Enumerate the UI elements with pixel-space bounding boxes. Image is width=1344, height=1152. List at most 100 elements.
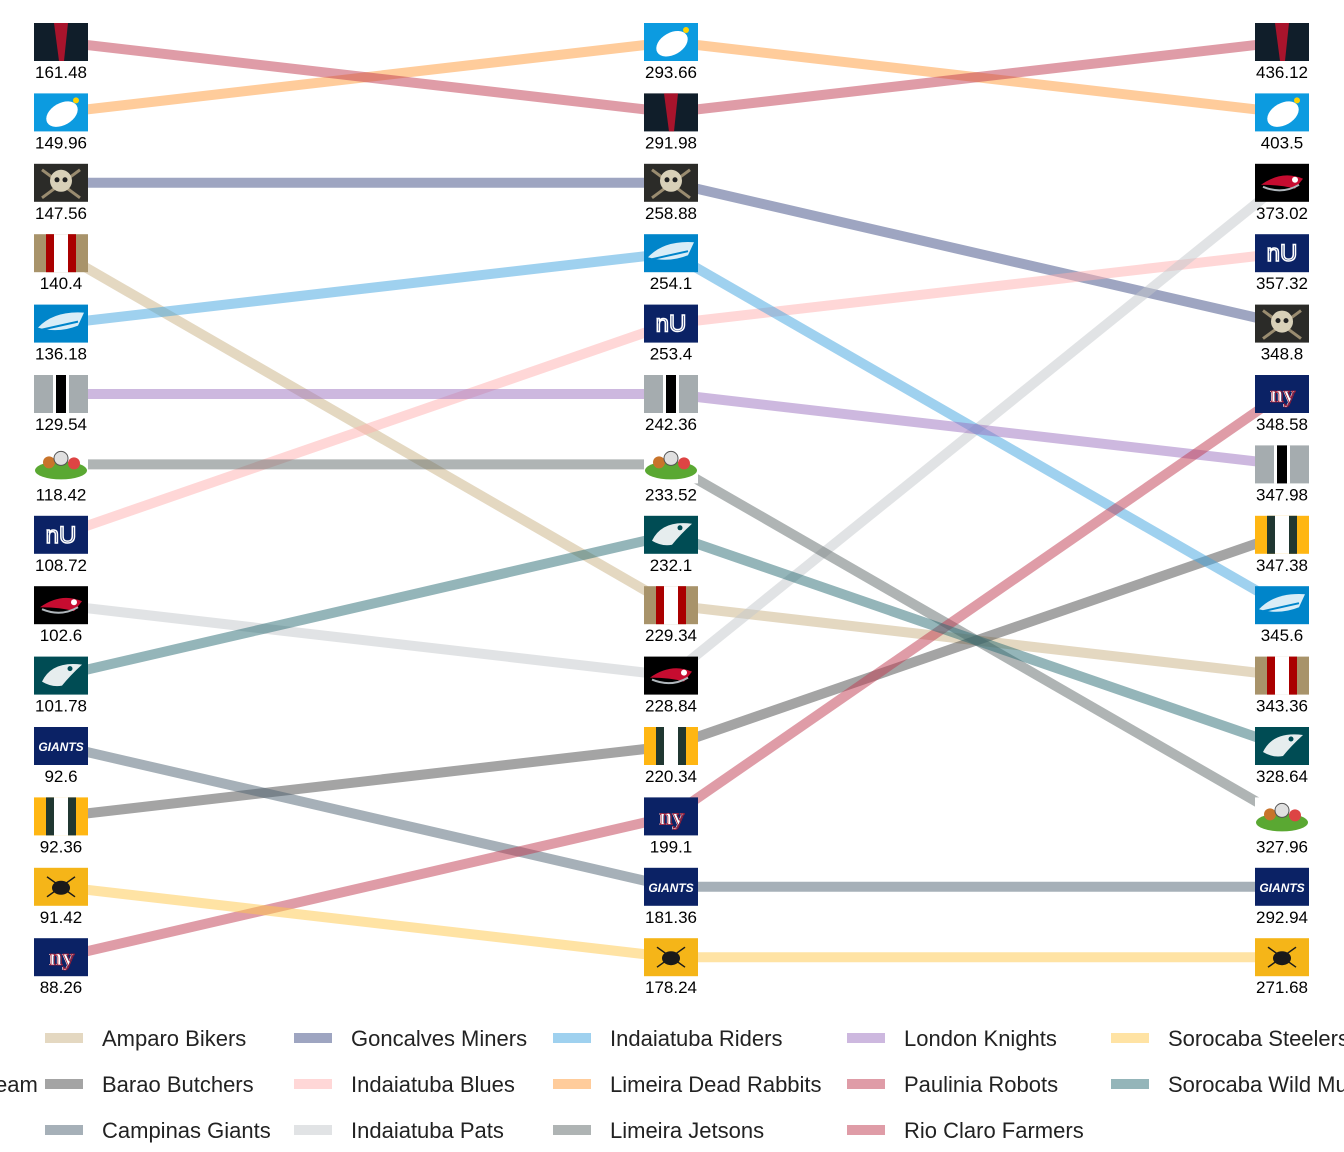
- patriots-logo-icon: [1255, 163, 1309, 202]
- value-label: 345.6: [1261, 626, 1304, 645]
- legend: Team Amparo Bikers Barao Butchers Campinas …: [0, 1026, 1344, 1143]
- series-line-indaiatuba-blues: [670, 248, 1283, 329]
- value-label: 149.96: [35, 133, 87, 152]
- legend-label: Barao Butchers: [102, 1072, 254, 1097]
- green-yellow-stripes-helmet-icon: [1255, 515, 1309, 554]
- white-rabbit-logo-icon: [1255, 93, 1309, 132]
- jetsons-cartoon-logo-icon: [644, 445, 698, 484]
- svg-text:ny: ny: [658, 804, 683, 830]
- value-label: 232.1: [650, 556, 693, 575]
- value-label: 220.34: [645, 767, 697, 786]
- dark-red-triangle-logo-icon: [1255, 23, 1309, 61]
- value-label: 92.36: [40, 837, 83, 856]
- legend-label: Indaiatuba Pats: [351, 1118, 504, 1143]
- legend-item-amparo-bikers: Amparo Bikers: [45, 1026, 246, 1051]
- value-label: 292.94: [1256, 908, 1308, 927]
- silver-black-stripe-helmet-icon: [644, 375, 698, 413]
- eagle-logo-icon: [644, 515, 698, 554]
- legend-label: Indaiatuba Blues: [351, 1072, 515, 1097]
- value-label: 271.68: [1256, 978, 1308, 997]
- series-line-sorocaba-steelers: [60, 881, 672, 963]
- jetsons-cartoon-logo-icon: [1255, 797, 1309, 836]
- nyg-retro-logo-icon: nU: [644, 304, 698, 343]
- gold-red-stripes-helmet-icon: [1255, 656, 1309, 695]
- svg-text:GIANTS: GIANTS: [38, 740, 83, 754]
- series-line-campinas-giants: [59, 741, 673, 892]
- yellow-beetle-logo-icon: [644, 938, 698, 977]
- svg-text:nU: nU: [1267, 240, 1298, 267]
- value-label: 347.98: [1256, 485, 1308, 504]
- svg-text:GIANTS: GIANTS: [648, 881, 693, 895]
- series-line-indaiatuba-blues: [59, 318, 673, 540]
- giants-script-logo-icon: GIANTS: [1255, 867, 1309, 906]
- legend-label: Limeira Dead Rabbits: [610, 1072, 822, 1097]
- series-line-indaiatuba-riders: [60, 248, 672, 329]
- value-label: 91.42: [40, 908, 83, 927]
- legend-label: Amparo Bikers: [102, 1026, 246, 1051]
- giants-script-logo-icon: GIANTS: [34, 727, 88, 765]
- green-yellow-stripes-helmet-icon: [34, 797, 88, 836]
- value-label: 233.52: [645, 485, 697, 504]
- gold-red-stripes-helmet-icon: [644, 586, 698, 625]
- series-line-rio-claro-farmers: [670, 37, 1283, 118]
- value-label: 229.34: [645, 626, 697, 645]
- legend-item-limeira-jetsons: Limeira Jetsons: [553, 1118, 764, 1143]
- value-label: 199.1: [650, 837, 693, 856]
- yellow-beetle-logo-icon: [1255, 938, 1309, 977]
- panther-logo-icon: [1255, 586, 1309, 625]
- value-label: 181.36: [645, 908, 697, 927]
- silver-black-stripe-helmet-icon: [1255, 445, 1309, 484]
- legend-item-indaiatuba-pats: Indaiatuba Pats: [294, 1118, 504, 1143]
- legend-item-paulinia-robots: Paulinia Robots: [847, 1072, 1058, 1097]
- series-line-indaiatuba-pats: [60, 600, 672, 681]
- legend-label: Campinas Giants: [102, 1118, 271, 1143]
- eagle-logo-icon: [1255, 727, 1309, 765]
- series-line-barao-butchers: [60, 741, 672, 822]
- value-label: 147.56: [35, 204, 87, 223]
- series-line-rio-claro-farmers: [60, 37, 672, 118]
- value-label: 436.12: [1256, 63, 1308, 82]
- legend-item-limeira-dead-rabbits: Limeira Dead Rabbits: [553, 1072, 822, 1097]
- svg-text:ny: ny: [48, 945, 73, 971]
- skull-pickaxe-logo-icon: [1255, 304, 1309, 343]
- legend-item-rio-claro-farmers: Rio Claro Farmers: [847, 1118, 1084, 1143]
- value-label: 254.1: [650, 274, 693, 293]
- gold-red-stripes-helmet-icon: [34, 234, 88, 273]
- yellow-beetle-logo-icon: [34, 867, 88, 906]
- value-label: 92.6: [44, 767, 77, 786]
- value-label: 357.32: [1256, 274, 1308, 293]
- dark-red-triangle-logo-icon: [34, 23, 88, 61]
- legend-item-london-knights: London Knights: [847, 1026, 1057, 1051]
- panther-logo-icon: [34, 304, 88, 343]
- value-label: 328.64: [1256, 767, 1308, 786]
- value-label: 348.8: [1261, 345, 1304, 364]
- skull-pickaxe-logo-icon: [644, 163, 698, 202]
- value-label: 347.38: [1256, 556, 1308, 575]
- nyg-retro-logo-icon: nU: [34, 515, 88, 554]
- patriots-logo-icon: [34, 586, 88, 625]
- dark-red-triangle-logo-icon: [644, 93, 698, 132]
- series-line-goncalves-miners: [669, 177, 1284, 329]
- series-lines: [58, 37, 1286, 963]
- panther-logo-icon: [644, 234, 698, 273]
- value-label: 101.78: [35, 697, 87, 716]
- svg-text:GIANTS: GIANTS: [1259, 881, 1304, 895]
- legend-item-campinas-giants: Campinas Giants: [45, 1118, 271, 1143]
- jetsons-cartoon-logo-icon: [34, 445, 88, 484]
- value-label: 343.36: [1256, 697, 1308, 716]
- legend-title: Team: [0, 1072, 38, 1097]
- legend-item-indaiatuba-riders: Indaiatuba Riders: [553, 1026, 782, 1051]
- svg-text:nU: nU: [46, 522, 77, 549]
- value-label: 118.42: [36, 485, 87, 504]
- value-label: 178.24: [645, 978, 697, 997]
- series-line-sorocaba-wild-mustangs: [669, 530, 1284, 751]
- value-label: 242.36: [645, 415, 697, 434]
- white-rabbit-logo-icon: [644, 23, 698, 61]
- value-label: 327.96: [1256, 837, 1308, 856]
- value-label: 228.84: [645, 697, 697, 716]
- value-label: 373.02: [1256, 204, 1308, 223]
- value-label: 253.4: [650, 345, 693, 364]
